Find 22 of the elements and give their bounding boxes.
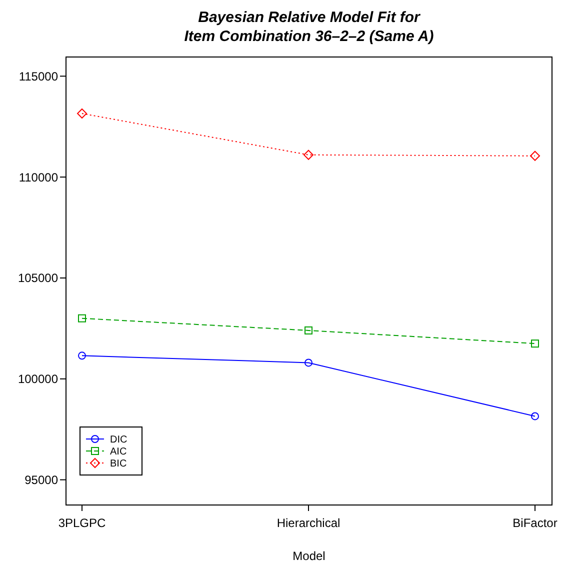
y-tick-label: 115000 — [18, 69, 58, 84]
point — [78, 314, 86, 322]
point — [304, 358, 312, 367]
point — [304, 326, 312, 334]
x-tick-label: 3PLGPC — [58, 516, 106, 530]
point — [531, 340, 539, 348]
chart-title: Bayesian Relative Model Fit for Item Combination 36–2–2 (Same A) — [184, 9, 434, 45]
point — [77, 108, 87, 119]
y-tick-label: 105000 — [18, 271, 58, 286]
y-tick-label: 95000 — [24, 472, 58, 487]
point — [530, 150, 540, 161]
legend-label: BIC — [110, 458, 127, 470]
point — [531, 412, 539, 420]
y-tick-label: 110000 — [18, 170, 58, 184]
x-axis-title: Model — [292, 549, 326, 563]
legend-label: DIC — [110, 434, 128, 446]
x-tick-label: BiFactor — [512, 516, 558, 530]
x-tick-label: Hierarchical — [276, 516, 340, 530]
point — [78, 352, 86, 360]
y-tick-label: 100000 — [18, 372, 58, 386]
legend-label: AIC — [110, 446, 127, 458]
point — [304, 150, 314, 160]
